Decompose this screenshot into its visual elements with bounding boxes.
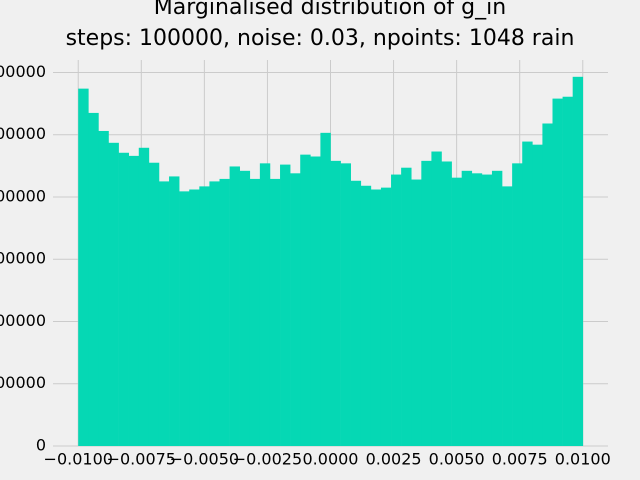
bar [229,166,240,446]
bar [148,162,160,446]
bar [269,178,281,446]
bar [431,151,442,446]
x-tick-label: −0.0025 [233,450,302,469]
y-tick-label: 500000 [0,124,46,143]
bar [189,189,200,447]
bar [411,179,422,447]
x-tick-label: 0.0075 [492,450,548,469]
y-tick-label: 200000 [0,311,46,330]
bar [138,147,150,446]
bar [209,181,220,446]
bar [169,176,180,446]
bar [512,163,523,446]
bar [108,142,119,446]
bar [78,88,89,447]
bar [239,170,251,447]
bar [360,185,372,446]
bar [199,186,210,447]
chart-subtitle: steps: 100000, noise: 0.03, npoints: 104… [66,26,575,51]
bar [158,181,170,446]
x-tick-label: 0.0000 [303,450,359,469]
bar [320,132,331,447]
x-tick-label: −0.0075 [107,450,176,469]
bar [219,178,230,446]
bar [290,173,301,446]
bar [481,174,493,446]
bar [330,160,341,446]
bar [340,163,351,446]
x-tick-label: 0.0100 [555,450,611,469]
bar [259,163,271,446]
bar [562,96,573,446]
y-tick-label: 600000 [0,62,46,81]
bar [421,160,432,446]
bar [502,186,513,447]
bar [128,155,140,446]
bar [280,164,291,446]
y-tick-label: 0 [36,436,46,455]
bar [88,112,99,446]
bar [249,178,261,446]
bar [552,98,563,446]
y-tick-label: 100000 [0,373,46,392]
x-tick-label: −0.0050 [170,450,239,469]
bar [98,130,109,447]
bar [118,152,129,446]
bar [461,170,473,447]
x-tick-label: 0.0050 [429,450,485,469]
bar [471,173,483,446]
bar [522,141,533,447]
bar [310,156,321,446]
bar [542,123,553,446]
bar [391,174,402,446]
x-tick-label: −0.0100 [44,450,113,469]
bar [572,76,584,446]
y-tick-label: 300000 [0,249,46,268]
x-tick-label: 0.0025 [366,450,422,469]
bar [491,170,503,447]
chart-title: Marginalised distribution of g_in [154,0,506,20]
bar [300,154,311,446]
bar [380,187,392,446]
bar [441,161,452,446]
bar [401,167,412,446]
bar [350,180,362,446]
bar [451,177,462,447]
y-tick-label: 400000 [0,186,46,205]
bar [532,144,543,447]
bar [370,189,382,447]
bar [179,191,190,446]
